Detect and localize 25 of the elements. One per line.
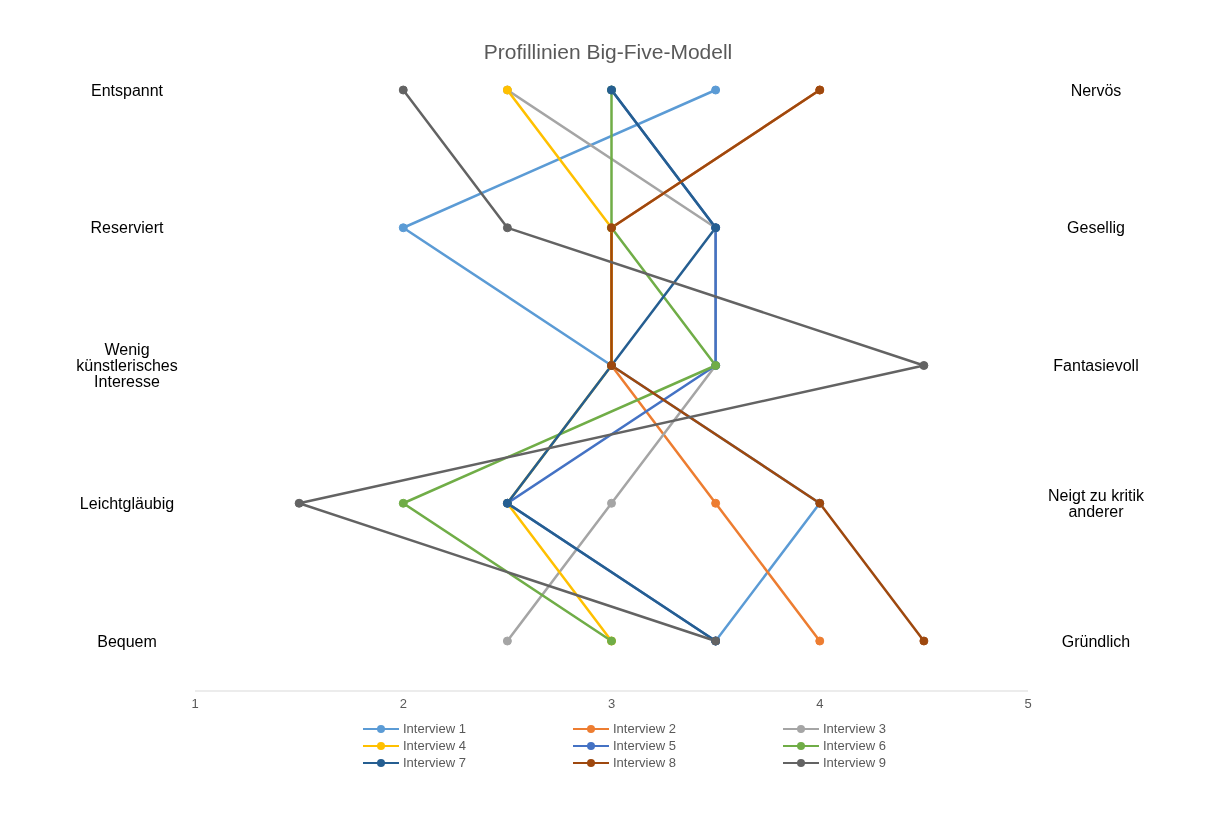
y2-tick-label: Gründlich — [1061, 632, 1131, 650]
legend-label: Interview 8 — [613, 755, 676, 770]
x-tick-label: 5 — [1024, 696, 1032, 712]
legend-label: Interview 2 — [613, 721, 676, 736]
legend-label: Interview 7 — [403, 755, 466, 770]
legend-label: Interview 4 — [403, 738, 466, 753]
text: Profillinien Big-Five-Modell — [482, 40, 734, 65]
y2-tick-label: Gesellig — [1067, 219, 1125, 237]
x-tick-label: 3 — [607, 696, 616, 712]
y2-tick-label: Fantasievoll — [1053, 357, 1139, 375]
y-tick-label: Bequem — [97, 632, 157, 650]
legend-label: Interview 3 — [823, 721, 886, 736]
y2-tick-label: Neigt zu kritik anderer — [1047, 486, 1146, 520]
x-tick-label: 1 — [191, 696, 199, 712]
legend-label: Interview 5 — [613, 738, 676, 753]
x-tick-label: 4 — [816, 696, 824, 712]
legend-label: Interview 9 — [823, 755, 886, 770]
y-tick-label: Wenig künstlerisches Interesse — [76, 341, 178, 391]
y2-tick-label: Nervös — [1070, 81, 1122, 99]
legend-label: Interview 1 — [403, 721, 466, 736]
legend-label: Interview 6 — [823, 738, 886, 753]
y-tick-label: Reserviert — [90, 219, 165, 237]
y-tick-label: Leichtgläubig — [79, 494, 175, 512]
x-tick-label: 2 — [399, 696, 407, 712]
y-tick-label: Entspannt — [90, 81, 164, 99]
